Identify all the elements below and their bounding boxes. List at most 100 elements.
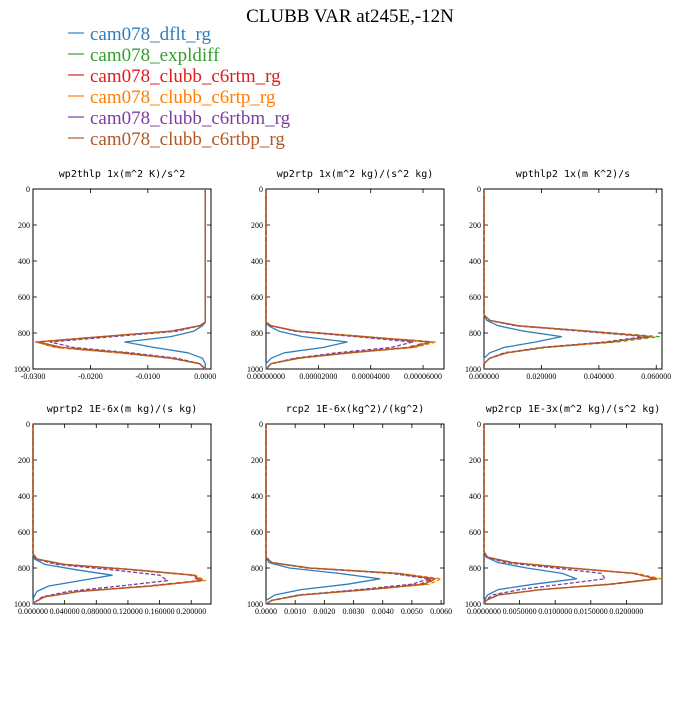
series-line xyxy=(32,424,203,605)
series-line xyxy=(124,189,206,369)
x-tick-label: 0.0000000 xyxy=(467,607,501,616)
x-tick-label: 0.160000 xyxy=(145,607,175,616)
legend-label: cam078_clubb_c6rtm_rg xyxy=(90,66,281,87)
panel: wp2rtp 1x(m^2 kg)/(s^2 kg) 0 200 400 600 800 1… xyxy=(247,169,445,381)
x-tick-label: -0.0100 xyxy=(136,372,161,381)
y-tick-label: 400 xyxy=(469,492,481,501)
y-tick-label: 200 xyxy=(18,221,30,230)
y-tick-label: 200 xyxy=(18,456,30,465)
y-tick-label: 0 xyxy=(477,420,481,429)
panel: wp2rcp 1E-3x(m^2 kg)/(s^2 kg) 0 200 400 600 8… xyxy=(465,404,663,616)
y-tick-label: 1000 xyxy=(247,365,263,374)
series-line xyxy=(483,424,578,604)
y-tick-label: 1000 xyxy=(465,365,481,374)
y-tick-label: 200 xyxy=(469,221,481,230)
panel-title: wpthlp2 1x(m K^2)/s xyxy=(516,169,630,180)
series-line xyxy=(483,424,606,605)
legend-item: cam078_clubb_c6rtbm_rg xyxy=(68,108,291,129)
panel-title: wp2thlp 1x(m^2 K)/s^2 xyxy=(59,169,185,180)
legend-item: cam078_expldiff xyxy=(68,45,220,66)
plot-frame xyxy=(32,423,212,605)
x-tick-label: 0.120000 xyxy=(113,607,143,616)
x-tick-label: 0.040000 xyxy=(50,607,80,616)
x-tick-label: 0.0100000 xyxy=(538,607,572,616)
y-tick-label: 400 xyxy=(251,257,263,266)
x-tick-label: 0.020000 xyxy=(526,372,556,381)
y-tick-label: 400 xyxy=(18,257,30,266)
legend-item: cam078_clubb_c6rtp_rg xyxy=(68,87,276,108)
series-line xyxy=(265,189,348,369)
series-line xyxy=(483,189,652,369)
y-tick-label: 800 xyxy=(469,329,481,338)
y-tick-label: 600 xyxy=(18,293,30,302)
series-line xyxy=(35,189,206,370)
series-line xyxy=(483,189,652,369)
x-tick-label: 0.0010 xyxy=(284,607,306,616)
legend-label: cam078_dflt_rg xyxy=(90,24,212,45)
y-tick-label: 800 xyxy=(18,329,30,338)
y-tick-label: 400 xyxy=(18,492,30,501)
plot-frame xyxy=(32,188,212,370)
legend: cam078_dflt_rgcam078_expldiffcam078_club… xyxy=(68,24,291,150)
y-tick-label: 0 xyxy=(477,185,481,194)
series-line xyxy=(35,189,206,370)
x-tick-label: 0.0060 xyxy=(430,607,452,616)
y-tick-label: 1000 xyxy=(14,365,30,374)
panel: rcp2 1E-6x(kg^2)/(kg^2) 0 200 400 600 800 1000… xyxy=(247,404,452,616)
series-line xyxy=(483,189,563,369)
panel-title: wp2rtp 1x(m^2 kg)/(s^2 kg) xyxy=(277,169,434,180)
y-tick-label: 800 xyxy=(469,564,481,573)
series-line xyxy=(265,189,414,370)
series-line xyxy=(35,189,206,370)
y-tick-label: 0 xyxy=(259,185,263,194)
plot-frame xyxy=(265,423,445,605)
y-tick-label: 600 xyxy=(251,528,263,537)
x-tick-label: 0.00000000 xyxy=(247,372,285,381)
x-tick-label: 0.000000 xyxy=(18,607,48,616)
x-tick-label: -0.0200 xyxy=(78,372,103,381)
series-line xyxy=(38,189,206,370)
series-line xyxy=(265,424,433,605)
y-tick-label: 1000 xyxy=(14,600,30,609)
legend-label: cam078_expldiff xyxy=(90,45,220,66)
panel: wprtp2 1E-6x(m kg)/(s kg) 0 200 400 600 800 10… xyxy=(14,404,212,616)
series-line xyxy=(265,424,431,605)
series-line xyxy=(265,424,436,605)
series-line xyxy=(32,424,113,604)
y-tick-label: 0 xyxy=(26,420,30,429)
x-tick-label: 0.0000 xyxy=(255,607,277,616)
legend-item: cam078_clubb_c6rtm_rg xyxy=(68,66,281,87)
y-tick-label: 800 xyxy=(18,564,30,573)
x-tick-label: -0.0300 xyxy=(21,372,46,381)
series-line xyxy=(483,424,656,605)
legend-label: cam078_clubb_c6rtbp_rg xyxy=(90,129,285,150)
x-tick-label: 0.00006000 xyxy=(404,372,442,381)
series-line xyxy=(32,424,200,605)
panels: wp2thlp 1x(m^2 K)/s^202004006008001000-0… xyxy=(14,169,671,616)
y-tick-label: 200 xyxy=(251,221,263,230)
plot-frame xyxy=(483,188,663,370)
x-tick-label: 0.000000 xyxy=(469,372,499,381)
series-line xyxy=(483,424,657,605)
x-tick-label: 0.080000 xyxy=(81,607,111,616)
y-tick-label: 600 xyxy=(469,293,481,302)
legend-label: cam078_clubb_c6rtp_rg xyxy=(90,87,276,108)
x-tick-label: 0.0020 xyxy=(313,607,335,616)
x-tick-label: 0.0030 xyxy=(343,607,365,616)
panel-title: rcp2 1E-6x(kg^2)/(kg^2) xyxy=(286,404,424,415)
x-tick-label: 0.0000 xyxy=(194,372,216,381)
figure-title: CLUBB VAR at245E,-12N xyxy=(246,6,454,27)
y-tick-label: 800 xyxy=(251,564,263,573)
x-tick-label: 0.00004000 xyxy=(352,372,390,381)
y-tick-label: 600 xyxy=(251,293,263,302)
x-tick-label: 0.040000 xyxy=(584,372,614,381)
x-tick-label: 0.0150000 xyxy=(574,607,608,616)
series-line xyxy=(265,424,381,604)
series-line xyxy=(32,424,204,605)
x-tick-label: 0.060000 xyxy=(641,372,671,381)
panel: wp2thlp 1x(m^2 K)/s^202004006008001000-0… xyxy=(14,169,216,381)
legend-label: cam078_clubb_c6rtbm_rg xyxy=(90,108,291,129)
y-tick-label: 600 xyxy=(18,528,30,537)
series-line xyxy=(265,189,432,370)
